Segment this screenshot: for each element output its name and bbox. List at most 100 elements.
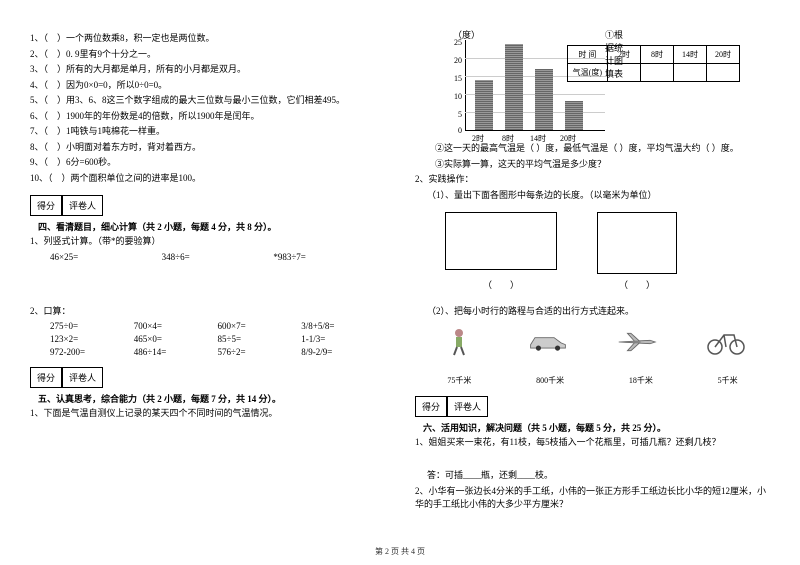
section-5-title: 五、认真思考，综合能力（共 2 小题，每题 7 分，共 14 分）。 [38, 392, 281, 405]
bar-20h [565, 101, 583, 130]
transport-label: 800千米 [536, 375, 564, 386]
ytick: 0 [450, 126, 462, 135]
shijian-q1: （1）、量出下面各图形中每条边的长度。（以毫米为单位） [415, 189, 770, 203]
calc-item: 972-200= [50, 347, 134, 357]
chart-q2: ②这一天的最高气温是（ ）度，最低气温是（ ）度，平均气温大约（ ）度。 [415, 142, 770, 156]
transport-icons [415, 327, 770, 361]
rect-2-caption: （ ） [597, 278, 677, 291]
grader-label: 评卷人 [62, 195, 103, 216]
judgment-text: ）6分=600秒。 [57, 157, 116, 167]
judgment-text: ）0. 9里有9个十分之一。 [57, 49, 156, 59]
legend-row-label: 气温(度) [567, 64, 607, 82]
rect-1 [445, 212, 557, 270]
transport-bike [706, 327, 746, 361]
score-box-6: 得分 评卷人 [415, 396, 770, 417]
section-6-title: 六、活用知识，解决问题（共 5 小题，每题 5 分，共 25 分）。 [423, 421, 666, 434]
section-4-title: 四、看清题目，细心计算（共 2 小题，每题 4 分，共 8 分）。 [38, 220, 277, 233]
score-box-5: 得分 评卷人 [30, 367, 385, 388]
transport-label: 75千米 [447, 375, 471, 386]
transport-label: 5千米 [718, 375, 738, 386]
ytick: 20 [450, 56, 462, 65]
bar-chart: （度） ①根据统计图填表 0 5 10 15 20 25 2时 8时 14时 [415, 30, 625, 140]
legend-head: 14时 [674, 46, 707, 64]
right-column: （度） ①根据统计图填表 0 5 10 15 20 25 2时 8时 14时 [415, 30, 770, 514]
s6-q2: 2、小华有一张边长4分米的手工纸，小伟的一张正方形手工纸边长比小华的短12厘米，… [415, 485, 770, 512]
judgment-item: 10、（ ）两个面积单位之间的进率是100。 [30, 172, 385, 186]
transport-walk [439, 327, 479, 361]
transport-plane [617, 327, 657, 361]
xtick: 20时 [560, 133, 576, 144]
legend-cell [707, 64, 740, 82]
calc-item: 486÷14= [134, 347, 218, 357]
judgment-text: ）小明面对着东方时，背对着西方。 [57, 142, 201, 152]
judgment-item: 9、（ ）6分=600秒。 [30, 156, 385, 170]
transport-labels: 75千米 800千米 18千米 5千米 [415, 375, 770, 386]
judgment-item: 5、（ ）用3、6、8这三个数字组成的最大三位数与最小三位数，它们相差495。 [30, 94, 385, 108]
calc-item: 700×4= [134, 321, 218, 331]
legend-head: 20时 [707, 46, 740, 64]
page-footer: 第 2 页 共 4 页 [0, 546, 800, 557]
judgment-item: 4、（ ）因为0×0=0，所以0÷0=0。 [30, 79, 385, 93]
shijian-label: 2、实践操作： [415, 173, 770, 187]
judgment-item: 1、（ ）一个两位数乘8，积一定也是两位数。 [30, 32, 385, 46]
calc-item: 576÷2= [218, 347, 302, 357]
q1-label: 1、列竖式计算。（带*的要验算） [30, 235, 385, 249]
grader-label: 评卷人 [62, 367, 103, 388]
ytick: 5 [450, 110, 462, 119]
judgment-item: 6、（ ）1900年的年份数是4的倍数，所以1900年是闰年。 [30, 110, 385, 124]
calc-item: 1-1/3= [301, 334, 385, 344]
rect-row: （ ） （ ） [415, 204, 770, 295]
grader-label: 评卷人 [447, 396, 488, 417]
legend-cell [608, 64, 641, 82]
transport-car [528, 327, 568, 361]
judgment-text: ）因为0×0=0，所以0÷0=0。 [57, 80, 167, 90]
judgment-text: ）一个两位数乘8，积一定也是两位数。 [57, 33, 215, 43]
judgment-text: ）用3、6、8这三个数字组成的最大三位数与最小三位数，它们相差495。 [57, 95, 345, 105]
rect-2 [597, 212, 677, 274]
bike-icon [706, 327, 746, 357]
bar-14h [535, 69, 553, 130]
section5-q1: 1、下面是气温自测仪上记录的某天四个不同时间的气温情况。 [30, 407, 385, 421]
judgment-text: ）两个面积单位之间的进率是100。 [62, 173, 202, 183]
score-box-4: 得分 评卷人 [30, 195, 385, 216]
legend-head: 时 间 [567, 46, 607, 64]
ytick: 10 [450, 92, 462, 101]
calc-item: 3/8+5/8= [301, 321, 385, 331]
calc-item: *983÷7= [273, 252, 385, 262]
score-label: 得分 [30, 195, 62, 216]
calc-item: 465×0= [134, 334, 218, 344]
calc-item: 46×25= [50, 252, 162, 262]
ytick: 15 [450, 74, 462, 83]
judgment-text: ）1900年的年份数是4的倍数，所以1900年是闰年。 [57, 111, 260, 121]
transport-label: 18千米 [629, 375, 653, 386]
x-axis [465, 130, 605, 131]
judgment-item: 3、（ ）所有的大月都是单月，所有的小月都是双月。 [30, 63, 385, 77]
walk-icon [439, 327, 479, 357]
legend-cell [674, 64, 707, 82]
q2-label: 2、口算： [30, 305, 385, 319]
calc-item: 348÷6= [162, 252, 274, 262]
judgment-item: 8、（ ）小明面对着东方时，背对着西方。 [30, 141, 385, 155]
judgment-item: 7、（ ）1吨铁与1吨棉花一样重。 [30, 125, 385, 139]
calc-item: 85÷5= [218, 334, 302, 344]
ytick: 25 [450, 38, 462, 47]
judgment-item: 2、（ ）0. 9里有9个十分之一。 [30, 48, 385, 62]
car-icon [528, 327, 568, 357]
calc-row: 123×2= 465×0= 85÷5= 1-1/3= [50, 334, 385, 344]
bar-2h [475, 80, 493, 130]
score-label: 得分 [415, 396, 447, 417]
chart-q3: ③实际算一算，这天的平均气温是多少度？ [415, 158, 770, 172]
calc-row: 275÷0= 700×4= 600×7= 3/8+5/8= [50, 321, 385, 331]
legend-cell [641, 64, 674, 82]
calc-row: 972-200= 486÷14= 576÷2= 8/9-2/9= [50, 347, 385, 357]
s6-q1: 1、姐姐买来一束花，有11枝，每5枝插入一个花瓶里，可插几瓶？还剩几枝？ [415, 436, 770, 450]
legend-head: 8时 [641, 46, 674, 64]
judgment-list: 1、（ ）一个两位数乘8，积一定也是两位数。 2、（ ）0. 9里有9个十分之一… [30, 32, 385, 185]
calc-row: 46×25= 348÷6= *983÷7= [30, 252, 385, 262]
calc-item: 275÷0= [50, 321, 134, 331]
calc-item: 600×7= [218, 321, 302, 331]
xtick: 2时 [472, 133, 484, 144]
chart-legend-table: 时 间 2时 8时 14时 20时 气温(度) [567, 45, 740, 82]
left-column: 1、（ ）一个两位数乘8，积一定也是两位数。 2、（ ）0. 9里有9个十分之一… [30, 30, 385, 514]
xtick: 8时 [502, 133, 514, 144]
